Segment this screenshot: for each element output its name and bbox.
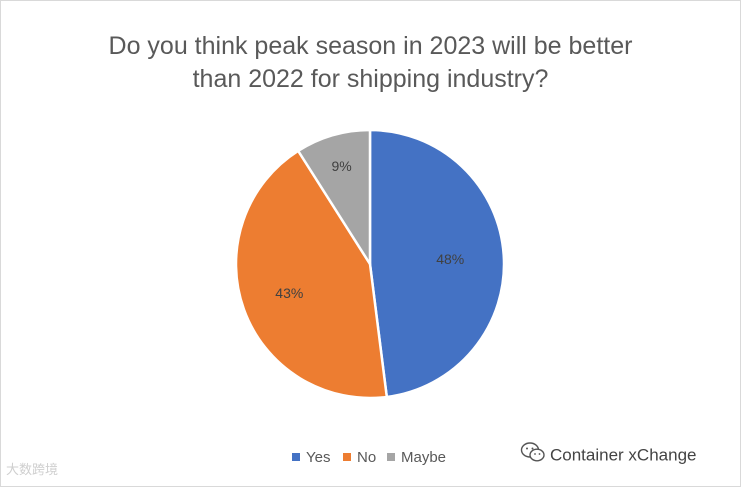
data-label-yes: 48%	[436, 251, 464, 267]
data-label-maybe: 9%	[331, 158, 351, 174]
pie-slice-yes	[368, 128, 506, 399]
legend-item-no: No	[343, 448, 376, 468]
wechat-icon	[520, 441, 546, 471]
watermark-text: 大数跨境	[6, 462, 59, 477]
source-brand: Container xChange	[520, 441, 696, 467]
legend-label-no: No	[357, 449, 377, 466]
legend-item-maybe: Maybe	[387, 448, 446, 468]
chart-legend: Yes No Maybe	[0, 448, 741, 468]
legend-label-maybe: Maybe	[401, 449, 447, 466]
pie-slice-no	[234, 149, 389, 400]
legend-swatch-maybe	[387, 453, 395, 461]
pie-slice-maybe	[296, 128, 372, 266]
chart-title-line-1: Do you think peak season in 2023 will be…	[108, 32, 633, 60]
legend-swatch-no	[343, 453, 351, 461]
chart-title: Do you think peak season in 2023 will be…	[60, 30, 681, 96]
legend-swatch-yes	[292, 453, 300, 461]
data-label-no: 43%	[275, 285, 303, 301]
legend-label-yes: Yes	[306, 449, 331, 466]
source-brand-text: Container xChange	[550, 445, 697, 465]
legend-item-yes: Yes	[292, 448, 330, 468]
chart-title-line-2: than 2022 for shipping industry?	[192, 65, 549, 93]
watermark: 大数跨境	[6, 462, 58, 478]
